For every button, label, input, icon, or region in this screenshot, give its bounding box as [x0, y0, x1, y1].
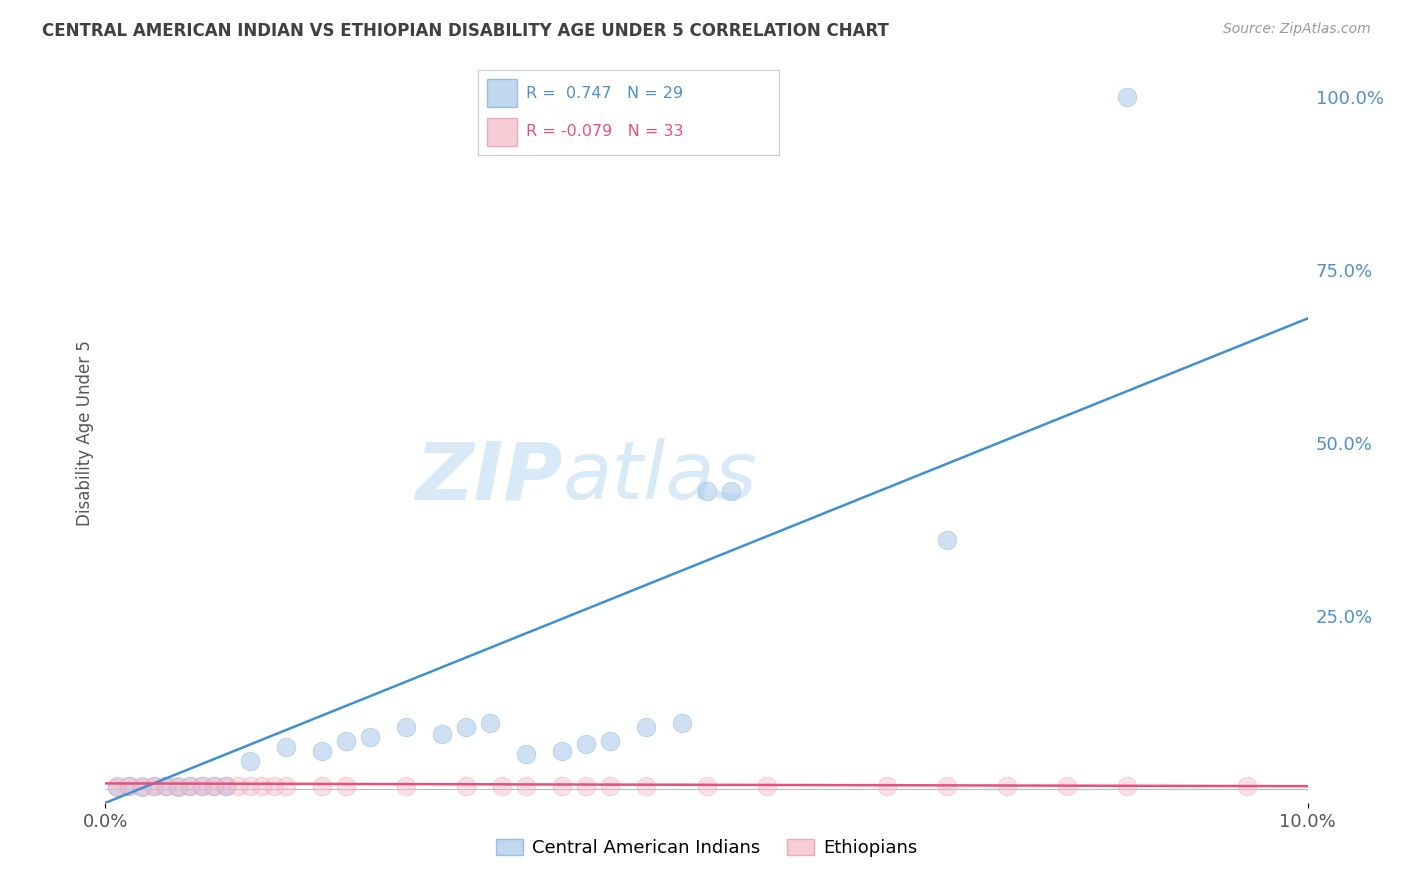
Point	[190, 779, 212, 793]
Point	[239, 779, 262, 793]
Point	[107, 780, 129, 794]
Point	[274, 740, 297, 755]
Point	[311, 744, 333, 758]
Text: ZIP: ZIP	[415, 438, 562, 516]
Point	[551, 779, 574, 793]
Point	[1116, 90, 1139, 104]
Text: atlas: atlas	[562, 438, 756, 516]
Point	[636, 779, 658, 793]
Point	[551, 744, 574, 758]
Point	[107, 779, 129, 793]
Point	[755, 779, 778, 793]
Point	[155, 779, 177, 793]
Legend: Central American Indians, Ethiopians: Central American Indians, Ethiopians	[488, 831, 925, 864]
Point	[454, 779, 477, 793]
Point	[274, 779, 297, 793]
Point	[118, 779, 141, 793]
Point	[479, 716, 502, 731]
Point	[179, 779, 201, 793]
Point	[202, 779, 225, 793]
Point	[1056, 779, 1078, 793]
Point	[142, 779, 165, 793]
Point	[118, 779, 141, 793]
Point	[395, 779, 418, 793]
Point	[250, 779, 273, 793]
Point	[202, 779, 225, 793]
Point	[335, 779, 357, 793]
Point	[263, 779, 285, 793]
Point	[599, 733, 621, 747]
Point	[430, 726, 453, 740]
Point	[142, 779, 165, 793]
Point	[575, 737, 598, 751]
Point	[395, 720, 418, 734]
Point	[131, 779, 153, 793]
Point	[179, 779, 201, 793]
Point	[166, 779, 188, 793]
Y-axis label: Disability Age Under 5: Disability Age Under 5	[76, 340, 94, 525]
Point	[190, 779, 212, 793]
Point	[575, 779, 598, 793]
Point	[454, 720, 477, 734]
Point	[214, 779, 236, 793]
Point	[214, 779, 236, 793]
Text: CENTRAL AMERICAN INDIAN VS ETHIOPIAN DISABILITY AGE UNDER 5 CORRELATION CHART: CENTRAL AMERICAN INDIAN VS ETHIOPIAN DIS…	[42, 22, 889, 40]
Point	[335, 733, 357, 747]
Point	[311, 779, 333, 793]
Point	[131, 780, 153, 794]
Point	[671, 716, 693, 731]
Point	[936, 533, 959, 547]
Point	[936, 779, 959, 793]
Point	[491, 779, 513, 793]
Point	[155, 779, 177, 793]
Point	[515, 747, 537, 762]
Point	[1236, 779, 1258, 793]
Point	[226, 779, 249, 793]
Text: Source: ZipAtlas.com: Source: ZipAtlas.com	[1223, 22, 1371, 37]
Point	[876, 779, 898, 793]
Point	[720, 484, 742, 499]
Point	[636, 720, 658, 734]
Point	[1116, 779, 1139, 793]
Point	[166, 780, 188, 794]
Point	[696, 484, 718, 499]
Point	[995, 779, 1018, 793]
Point	[599, 779, 621, 793]
Point	[696, 779, 718, 793]
Point	[359, 730, 381, 744]
Point	[239, 754, 262, 768]
Point	[515, 779, 537, 793]
